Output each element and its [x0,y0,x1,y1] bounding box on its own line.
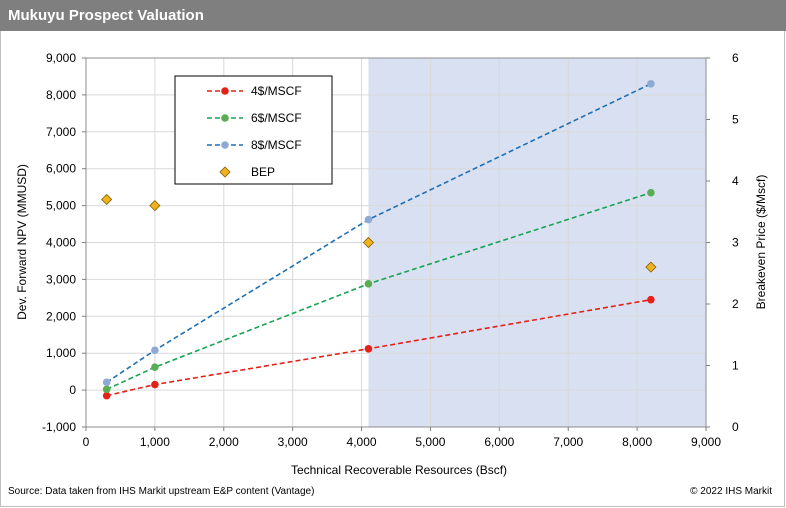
series-line-2 [106,83,652,384]
y-tick-label: 2,000 [46,309,76,323]
series-point-0 [102,391,111,400]
legend-label: 6$/MSCF [251,111,302,125]
y-tick-label: 9,000 [46,51,76,65]
legend-label: 4$/MSCF [251,84,302,98]
y-axis-label: Dev. Forward NPV (MMUSD) [15,164,29,320]
series-point-2 [102,378,111,387]
chart-area: 0 1,000 2,000 3,000 4,000 5,000 6,000 7,000 8,00… [15,51,768,477]
y2-tick-label: 2 [732,297,739,311]
series-point-0 [364,344,373,353]
y-tick-label: 6,000 [46,162,76,176]
x-tick-label: 4,000 [347,435,377,449]
y-tick-label: 5,000 [46,199,76,213]
y2-tick-label: 6 [732,51,739,65]
y-tick-label: 1,000 [46,346,76,360]
series-line-0 [106,298,652,397]
legend-label: 8$/MSCF [251,138,302,152]
source-note: Source: Data taken from IHS Markit upstr… [8,486,315,497]
series-point-1 [151,363,159,372]
plot-border [85,57,707,428]
x-tick-label: 1,000 [140,435,170,449]
series-point-2 [364,215,373,224]
copyright-note: © 2022 IHS Markit [690,486,772,497]
y-tick-label: -1,000 [42,420,76,434]
y2-tick-label: 4 [732,174,739,188]
legend-marker [221,114,229,122]
y-tick-label: 7,000 [46,125,76,139]
bep-point [101,193,113,206]
chart-frame [0,31,785,507]
series-point-2 [647,80,655,88]
series-point-0 [647,295,655,304]
title-bar: Mukuyu Prospect Valuation [0,0,786,31]
chart-title: Mukuyu Prospect Valuation [8,7,204,24]
x-tick-label: 0 [83,435,90,449]
series-point-0 [151,380,159,389]
y-tick-label: 0 [69,383,76,397]
series-line-1 [106,191,652,391]
legend-marker [219,166,231,178]
x-tick-label: 5,000 [415,435,445,449]
legend-marker [221,87,229,95]
series-point-1 [647,188,655,197]
y2-axis-label: Breakeven Price ($/Mscf) [754,175,768,310]
y2-tick-label: 0 [732,420,739,434]
y-tick-label: 4,000 [46,236,76,250]
series-point-1 [364,280,373,288]
bep-point [362,236,375,249]
x-tick-label: 8,000 [622,435,652,449]
y2-tick-label: 5 [732,113,739,127]
series-point-2 [151,346,159,355]
y-tick-label: 3,000 [46,272,76,286]
x-axis-label: Technical Recoverable Resources (Bscf) [291,463,507,477]
x-tick-label: 2,000 [209,435,239,449]
x-tick-label: 7,000 [553,435,583,449]
bep-point [149,200,161,212]
bep-point [645,261,657,273]
legend-marker [221,141,229,149]
y2-tick-label: 3 [732,236,739,250]
legend-box [174,75,333,185]
y-tick-label: 8,000 [46,88,76,102]
x-tick-label: 9,000 [691,435,721,449]
legend-label: BEP [251,165,275,179]
y2-tick-label: 1 [732,359,739,373]
x-tick-label: 3,000 [278,435,308,449]
x-tick-label: 6,000 [484,435,514,449]
series-point-1 [102,385,111,394]
